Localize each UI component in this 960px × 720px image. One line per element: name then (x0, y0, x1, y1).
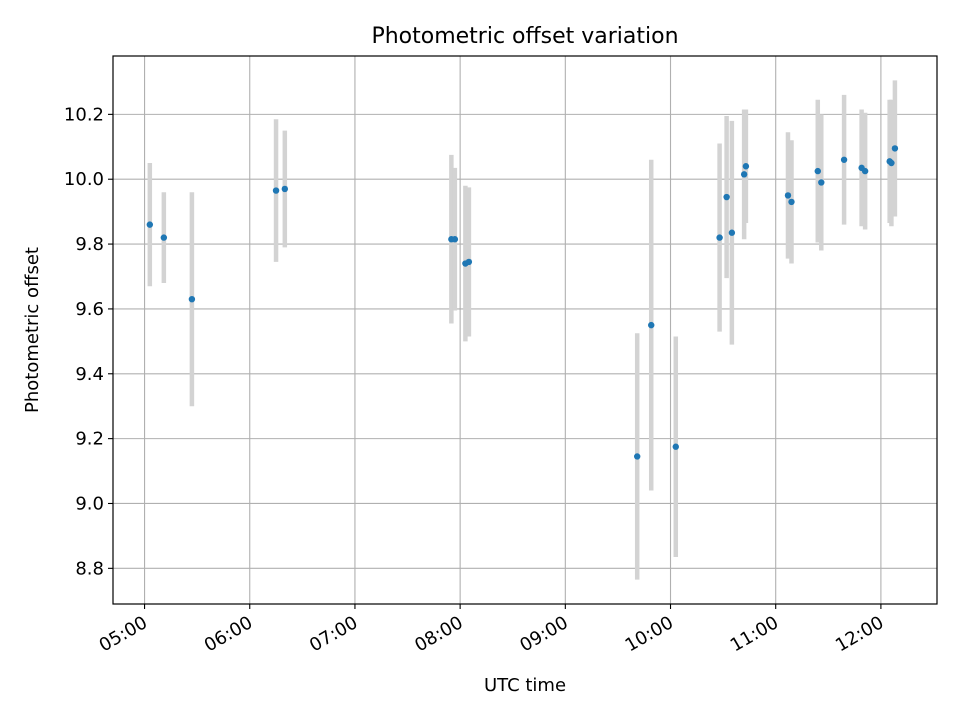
data-point (160, 234, 168, 241)
data-point (188, 295, 196, 303)
x-tick-label: 07:00 (306, 612, 361, 656)
data-point (146, 221, 154, 228)
y-axis-label: Photometric offset (22, 247, 43, 413)
chart-title: Photometric offset variation (371, 24, 678, 49)
data-point (742, 163, 750, 170)
y-tick-label: 9.4 (75, 364, 104, 385)
y-tick-label: 10.0 (64, 169, 104, 190)
y-axis-ticks: 8.8 9.0 9.2 9.4 9.6 9.8 10.0 10.2 (64, 104, 113, 579)
x-tick-label: 10:00 (622, 612, 677, 656)
data-point (281, 185, 289, 193)
data-point (451, 236, 459, 243)
y-tick-label: 8.8 (75, 558, 104, 579)
x-axis-ticks: 05:00 06:00 07:00 08:00 09:00 10:00 11:00 12:00 (96, 604, 887, 656)
data-point (814, 167, 821, 175)
x-tick-label: 09:00 (516, 612, 571, 656)
x-axis-label: UTC time (484, 675, 566, 696)
x-tick-label: 08:00 (411, 612, 466, 656)
data-point (465, 258, 473, 266)
data-point (672, 443, 679, 450)
data-point (648, 321, 655, 329)
plot-frame (112, 55, 938, 605)
data-points (146, 145, 899, 460)
data-point (272, 187, 280, 194)
data-point (840, 156, 848, 163)
data-point (891, 145, 899, 152)
data-point (740, 171, 748, 178)
data-point (888, 159, 895, 167)
x-tick-label: 11:00 (727, 612, 782, 656)
data-point (784, 192, 792, 199)
data-point (818, 179, 825, 186)
y-tick-label: 9.2 (75, 429, 104, 450)
data-point (716, 234, 723, 241)
data-point (634, 453, 641, 460)
x-tick-label: 12:00 (832, 612, 887, 656)
x-tick-label: 06:00 (201, 612, 256, 656)
x-tick-label: 05:00 (96, 612, 151, 656)
y-tick-label: 9.6 (75, 299, 104, 320)
y-tick-label: 9.0 (75, 493, 104, 514)
y-tick-label: 9.8 (75, 234, 104, 255)
grid-lines (113, 56, 937, 604)
data-point (723, 193, 730, 201)
data-point (788, 198, 795, 206)
data-point (861, 167, 869, 175)
error-bars (147, 80, 898, 580)
y-tick-label: 10.2 (64, 104, 104, 125)
data-point (728, 229, 736, 236)
